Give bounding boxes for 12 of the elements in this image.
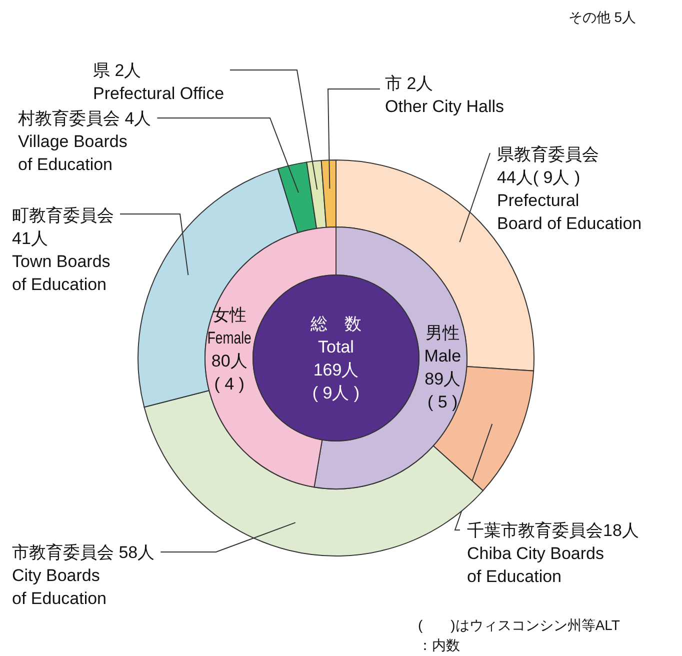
text: ( )はウィスコンシン州等ALT ：内数 <box>418 617 620 653</box>
text: 総 数 Total 169人 ( 9人 ) <box>310 314 362 402</box>
slice-label: 市 2人 Other City Halls <box>385 74 504 116</box>
slice-label: 県教育委員会 44人( 9人 ) Prefectural Board of Education <box>497 145 642 233</box>
slice-label: 男性 Male 89人 ( 5 ) <box>424 323 462 412</box>
slice-label: 市教育委員会 58人 City Boards of Education <box>12 543 155 608</box>
slice-label: 県 2人 Prefectural Office <box>93 61 224 103</box>
text: その他 5人 <box>568 9 636 25</box>
slice-label: 村教育委員会 4人 Village Boards of Education <box>17 109 152 174</box>
slice-label: 町教育委員会 41人 Town Boards of Education <box>12 206 114 294</box>
slice-label: 女性 Female 80人 ( 4 ) <box>207 306 264 394</box>
slice-label: 千葉市教育委員会18人 Chiba City Boards of Education <box>467 521 639 586</box>
